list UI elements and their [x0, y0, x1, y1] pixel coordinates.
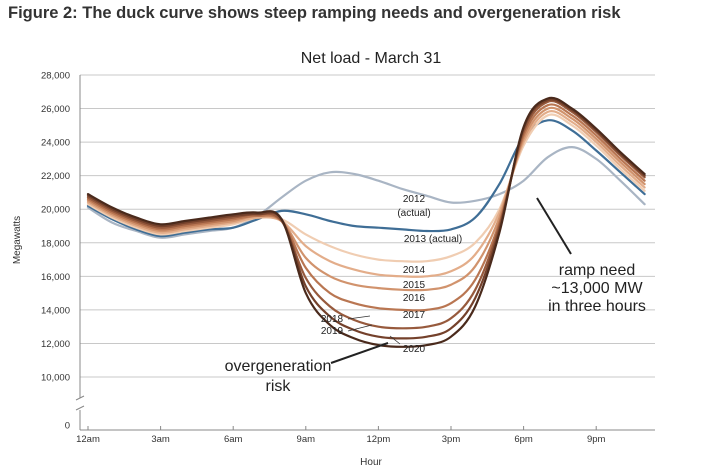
overgeneration-annotation-line: overgeneration	[225, 358, 332, 375]
series-lines	[86, 96, 646, 348]
x-tick-label: 6pm	[514, 434, 533, 445]
series-label: 2019	[321, 326, 344, 337]
leader-line	[347, 315, 371, 320]
axis-break-mark	[75, 395, 85, 401]
y-tick-labels: 0 10,000 12,000 14,000 16,000 18,000 20,000 22,…	[41, 71, 70, 432]
series-labels: 2012 (actual) 2013 (actual) 2014 2015 2016 201…	[321, 194, 462, 355]
y-tick-label: 22,000	[41, 171, 70, 182]
x-tick-label: 6am	[224, 434, 243, 445]
y-tick-label: 18,000	[41, 238, 70, 249]
y-tick-label: 16,000	[41, 272, 70, 283]
series-label: 2016	[403, 293, 426, 304]
series-line-2015	[86, 110, 646, 278]
series-label: 2018	[321, 314, 344, 325]
leader-line	[347, 324, 373, 332]
y-axis-label: Megawatts	[12, 216, 23, 264]
ramp-annotation-line: ramp need	[559, 262, 636, 279]
overgeneration-arrow	[330, 342, 389, 364]
x-tick-label: 12pm	[367, 434, 391, 445]
x-tick-label: 3pm	[442, 434, 461, 445]
ramp-annotation-line: ~13,000 MW	[551, 280, 643, 297]
y-tick-label: 12,000	[41, 339, 70, 350]
x-tick-label: 12am	[76, 434, 100, 445]
series-line-2017	[86, 103, 646, 312]
figure-title: Figure 2: The duck curve shows steep ram…	[8, 4, 621, 22]
y-tick-label: 10,000	[41, 373, 70, 384]
series-line-2014	[86, 113, 646, 263]
series-label: 2014	[403, 265, 426, 276]
y-tick-label: 14,000	[41, 305, 70, 316]
leader-line	[389, 335, 401, 345]
series-label: 2020	[403, 344, 426, 355]
ramp-arrow	[536, 197, 572, 255]
series-line-2020	[86, 96, 646, 348]
series-line-2016	[86, 106, 646, 292]
series-line-2019	[86, 98, 646, 340]
series-line-2013-actual	[86, 119, 646, 238]
x-tick-label: 9am	[297, 434, 316, 445]
y-tick-label: 24,000	[41, 138, 70, 149]
chart-title: Net load - March 31	[301, 50, 442, 67]
x-tick-labels: 12am 3am 6am 9am 12pm 3pm 6pm 9pm	[76, 434, 605, 445]
series-label: 2013 (actual)	[404, 234, 462, 245]
series-line-2012-actual	[86, 145, 646, 239]
series-label: 2015	[403, 280, 426, 291]
x-tick-label: 3am	[151, 434, 170, 445]
x-axis-label: Hour	[360, 457, 382, 468]
axes	[75, 75, 655, 431]
series-label: 2012	[403, 194, 426, 205]
ramp-annotation-line: in three hours	[548, 298, 646, 315]
overgeneration-annotation-line: risk	[266, 378, 292, 395]
y-tick-label: 26,000	[41, 104, 70, 115]
gridlines	[80, 74, 655, 378]
series-label: 2017	[403, 310, 426, 321]
x-tick-label: 9pm	[587, 434, 606, 445]
y-tick-label: 28,000	[41, 71, 70, 82]
axis-break-mark	[75, 405, 85, 411]
y-tick-label: 20,000	[41, 205, 70, 216]
series-label: (actual)	[397, 208, 430, 219]
y-tick-label: 0	[65, 421, 70, 432]
